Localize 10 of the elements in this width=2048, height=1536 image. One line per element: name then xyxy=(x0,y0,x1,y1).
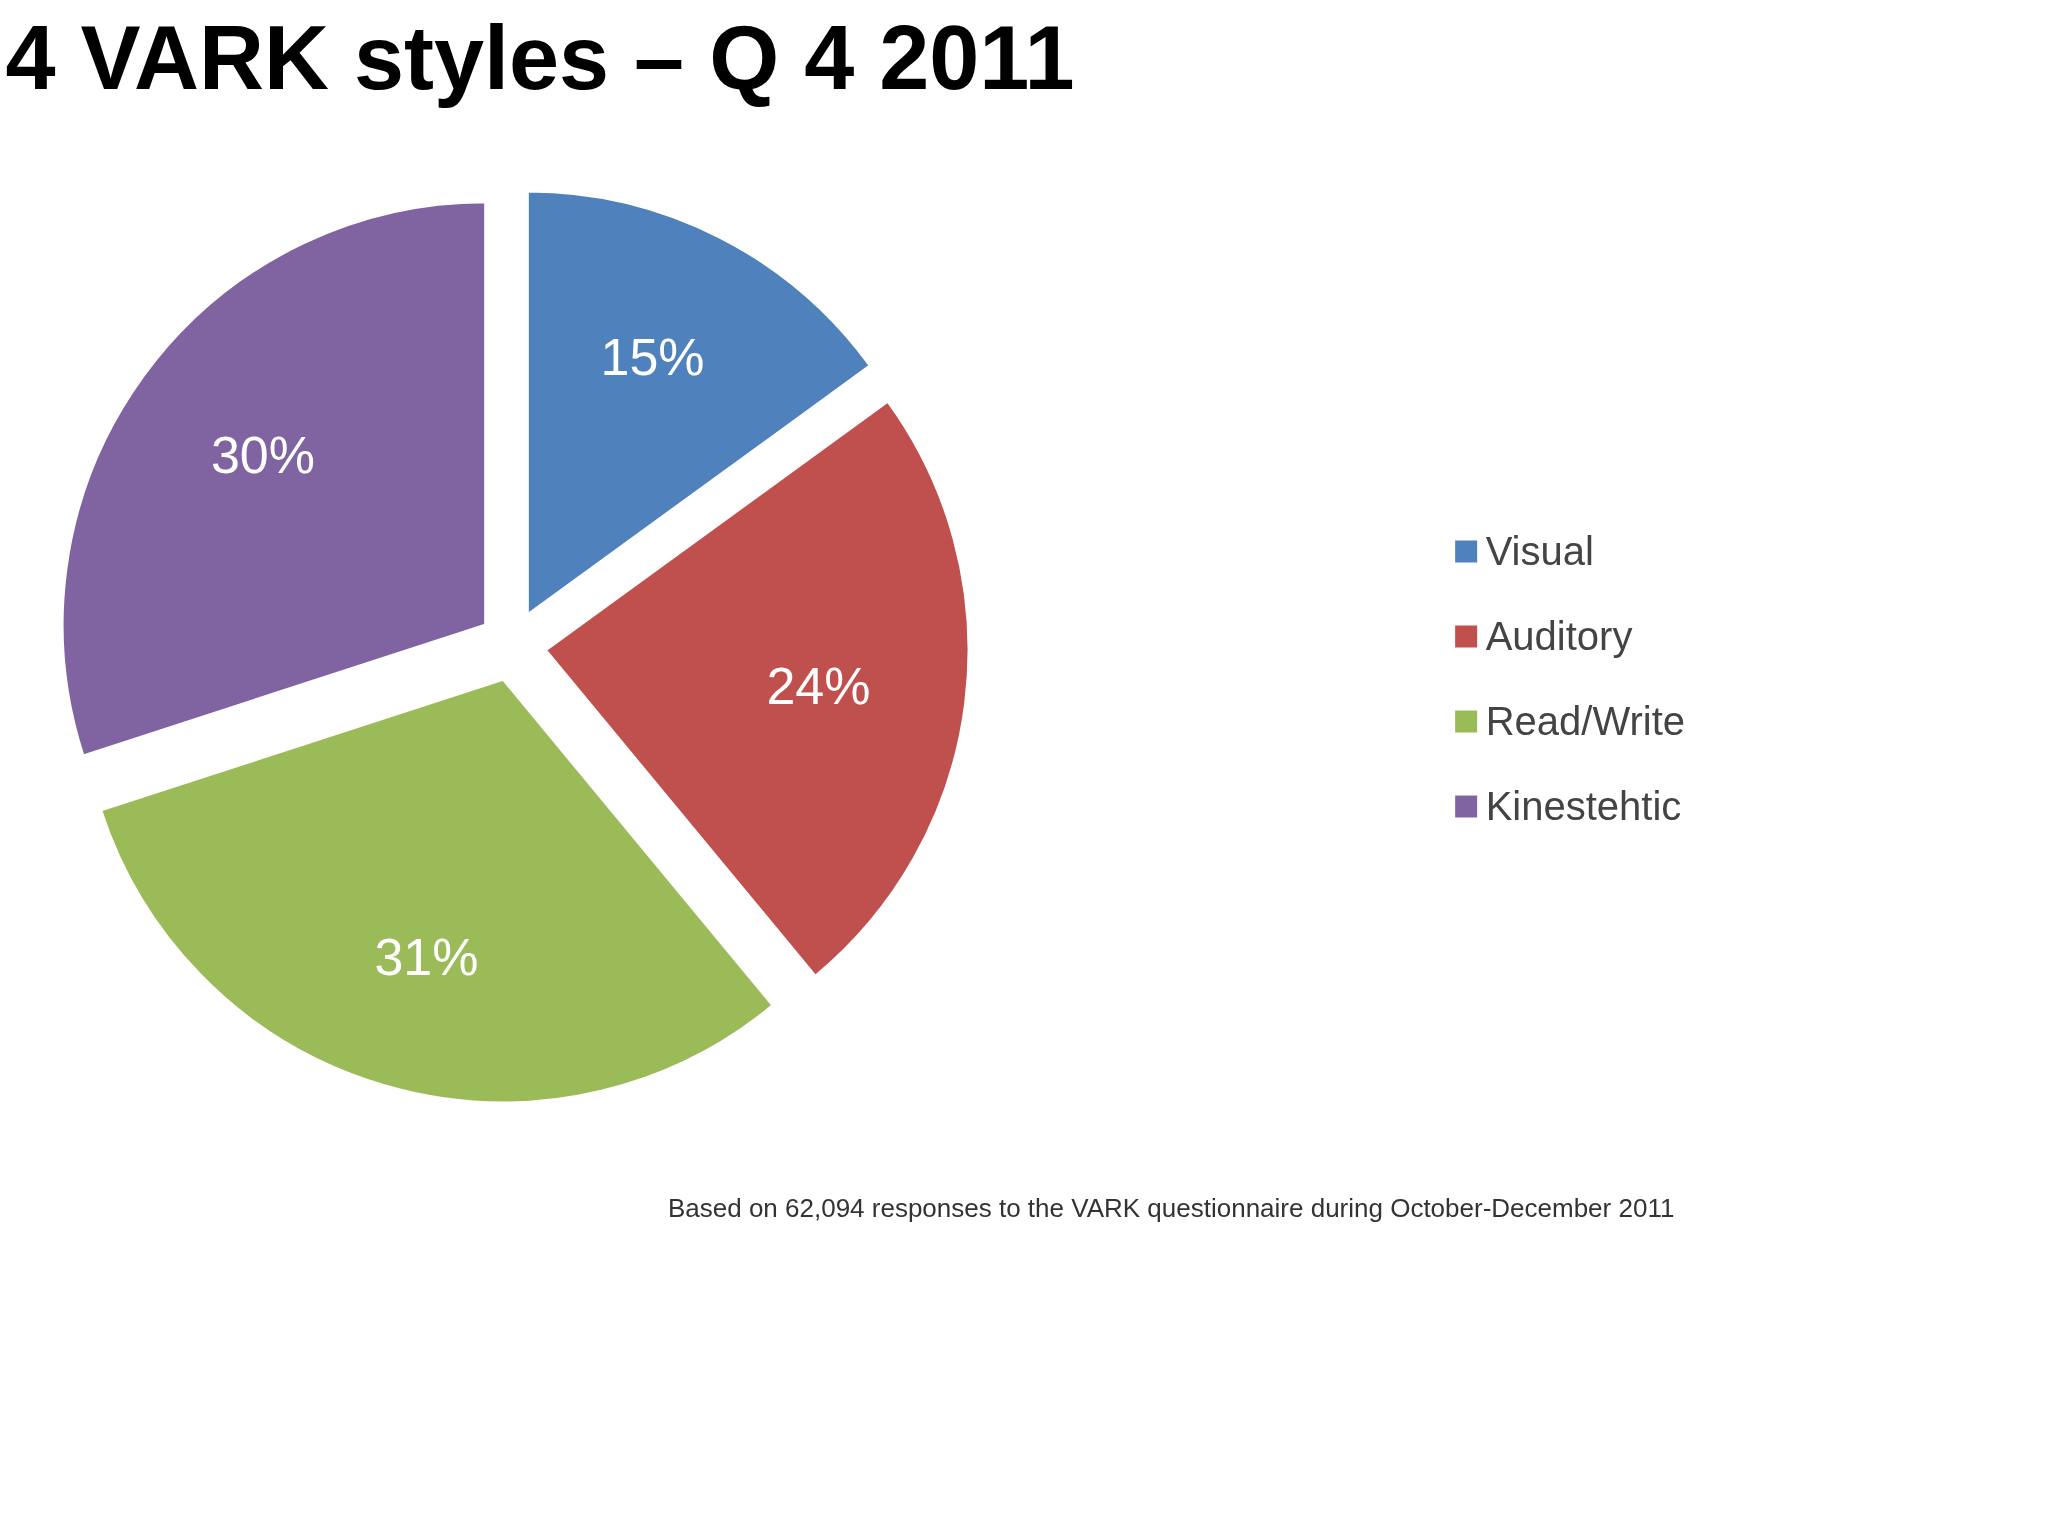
legend-label: Read/Write xyxy=(1485,698,1685,744)
legend-label: Kinestehtic xyxy=(1485,783,1682,829)
data-label: 24% xyxy=(766,657,871,716)
data-label: 30% xyxy=(210,426,316,485)
data-label: 31% xyxy=(374,928,479,987)
legend-label: Visual xyxy=(1485,528,1594,574)
data-label: 15% xyxy=(600,327,705,386)
chart-title: 4 VARK styles – Q 4 2011 xyxy=(5,7,1075,108)
text: Based on 62,094 responses to the VARK questionnaire during October-December 2011 xyxy=(667,1193,1675,1224)
legend-label: Auditory xyxy=(1485,613,1633,659)
